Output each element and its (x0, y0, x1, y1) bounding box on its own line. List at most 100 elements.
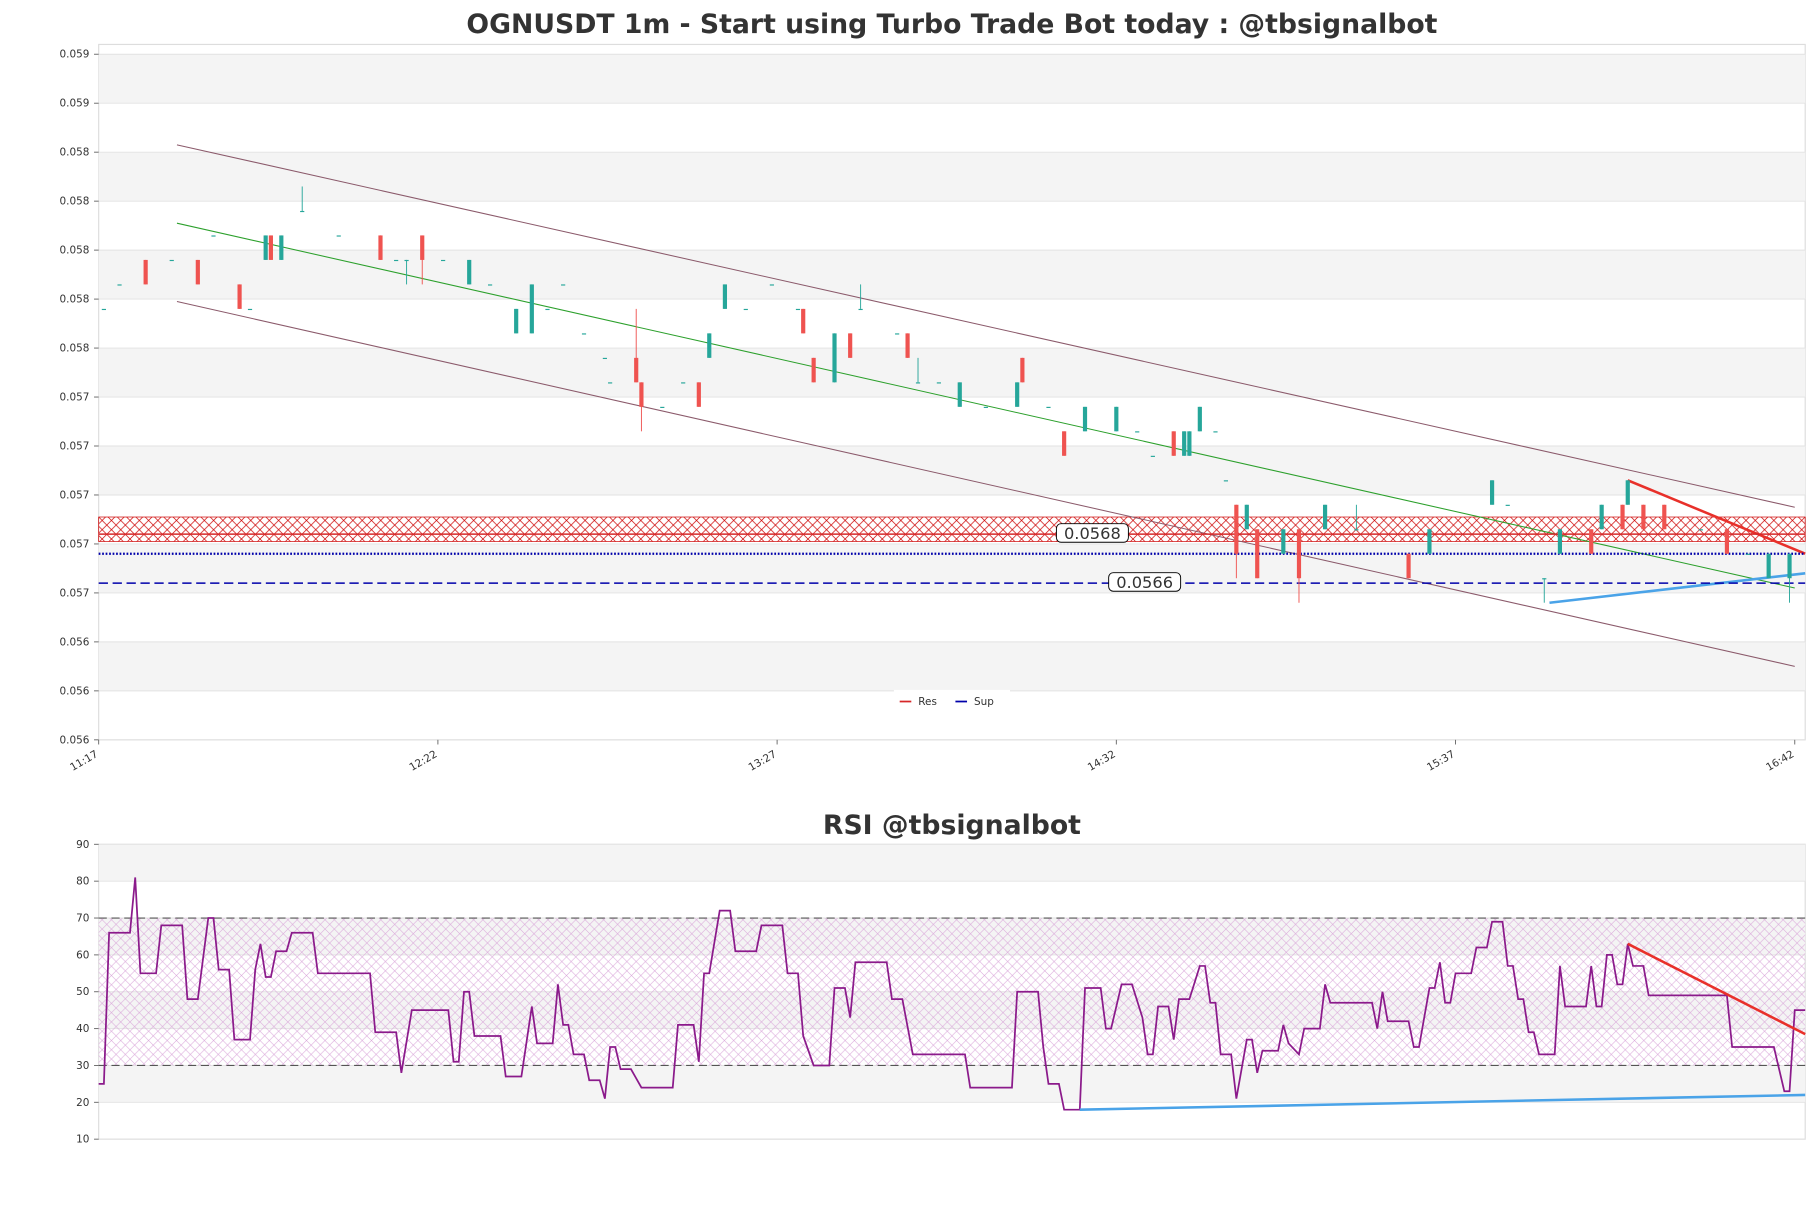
y-tick-label: 70 (76, 913, 89, 925)
candle-body (1015, 382, 1020, 407)
candle-body (1641, 504, 1646, 530)
legend-box (893, 689, 1010, 711)
candle-body (1599, 504, 1604, 530)
candle-body (957, 382, 962, 407)
trend-line (176, 222, 1795, 589)
candle-body (195, 259, 200, 285)
candle-body (268, 235, 273, 260)
x-tick-label: 16:42 (1764, 748, 1796, 773)
candle-body (1766, 553, 1771, 579)
candle-body (1787, 553, 1792, 579)
x-tick-label: 11:17 (68, 748, 100, 773)
candle-body (117, 284, 122, 286)
candle-body (1589, 529, 1594, 554)
candle-body (743, 308, 748, 311)
y-tick-label: 0.057 (59, 440, 89, 452)
candle-body (801, 308, 806, 334)
candle-body (1662, 504, 1667, 530)
y-tick-label: 0.058 (59, 343, 89, 355)
candle-body (514, 308, 519, 334)
grid-band (98, 1065, 1806, 1103)
grid-band (98, 152, 1806, 202)
y-tick-label: 0.056 (59, 636, 89, 648)
candle-body (848, 333, 853, 358)
candle-body (1542, 578, 1547, 580)
candle-body (1082, 406, 1088, 432)
candle-body (1114, 406, 1119, 432)
candle-body (581, 333, 587, 335)
candle-body (895, 333, 900, 335)
candle-body (681, 382, 686, 384)
candle-body (1281, 529, 1286, 554)
rsi-band (98, 918, 1806, 1066)
candle-body (1223, 480, 1229, 482)
candle-body (602, 357, 607, 360)
level-label-box (1055, 523, 1129, 543)
candle-body (143, 259, 148, 285)
candle-body (832, 333, 837, 383)
candle-body (1724, 529, 1730, 554)
candle-body (660, 406, 665, 408)
candle-body (336, 235, 341, 237)
candle-body (1197, 406, 1202, 432)
y-tick-label: 10 (76, 1134, 89, 1146)
candle-body (634, 357, 639, 383)
grid-band (98, 54, 1806, 104)
candle-body (1187, 431, 1192, 456)
candle-body (487, 284, 493, 286)
candle-body (211, 235, 216, 237)
level-label: 0.0566 (1116, 573, 1173, 592)
candle-body (1171, 431, 1176, 456)
candle-body (1182, 431, 1187, 456)
y-tick-label: 0.058 (59, 245, 89, 257)
candle-body (639, 382, 644, 407)
candle-body (707, 333, 712, 358)
candle-body (858, 308, 863, 311)
candle-body (263, 235, 268, 260)
candle-body (1427, 529, 1432, 554)
chart-title: OGNUSDT 1m - Start using Turbo Trade Bot… (466, 9, 1437, 40)
resistance-zone (98, 516, 1806, 542)
candle-body (378, 235, 383, 260)
x-tick-label: 15:37 (1425, 748, 1457, 773)
trend-line (1627, 479, 1806, 555)
candle-body (1745, 553, 1750, 555)
candle-body (915, 382, 921, 384)
candle-body (1296, 529, 1302, 579)
candle-body (769, 284, 774, 286)
candle-body (300, 210, 305, 213)
candle-body (404, 259, 409, 262)
candle-body (247, 308, 253, 311)
candle-body (608, 382, 613, 384)
candle-body (1489, 480, 1495, 505)
y-tick-label: 40 (76, 1023, 89, 1035)
x-tick-label: 14:32 (1086, 748, 1118, 773)
candle-body (441, 259, 446, 262)
candle-body (101, 308, 106, 311)
y-tick-label: 0.058 (59, 147, 89, 159)
candle-body (1698, 529, 1703, 531)
candle-body (237, 284, 242, 309)
candle-body (1505, 504, 1510, 506)
candle-body (722, 284, 728, 309)
y-tick-label: 60 (76, 949, 89, 961)
candle-body (1255, 529, 1260, 579)
candle-body (1062, 431, 1067, 456)
candle-body (169, 259, 174, 262)
candle-body (1322, 504, 1328, 530)
y-tick-label: 0.058 (59, 196, 89, 208)
candle-body (1046, 406, 1051, 408)
candle-body (1620, 504, 1625, 530)
candle-body (983, 406, 988, 408)
candle-body (1354, 529, 1359, 531)
x-tick-label: 12:22 (407, 748, 439, 773)
trend-line (1627, 942, 1806, 1036)
y-tick-label: 0.059 (59, 49, 89, 61)
y-tick-label: 0.056 (59, 734, 89, 746)
candle-body (279, 235, 284, 260)
chart-title: RSI @tbsignalbot (823, 810, 1081, 841)
candle-body (1557, 529, 1563, 554)
trend-line (1079, 1093, 1806, 1111)
candle-body (529, 284, 534, 334)
